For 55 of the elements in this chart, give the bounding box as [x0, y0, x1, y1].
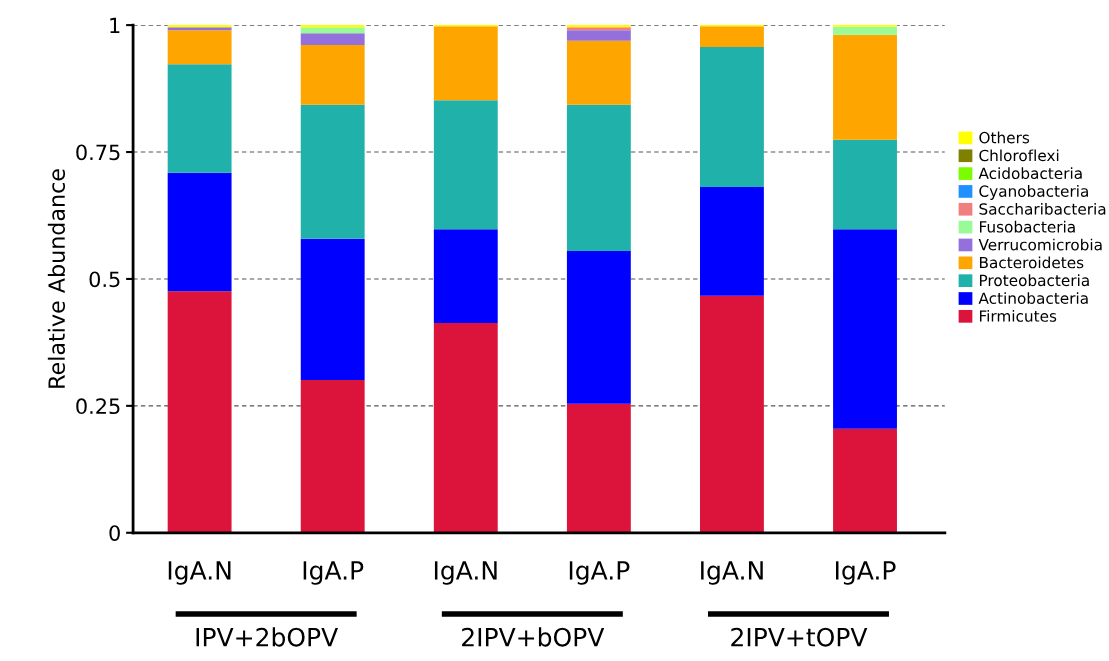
bar [300, 104, 365, 239]
x-tick-label: IgA.N [168, 561, 231, 585]
legend-label: Chloroflexi [979, 149, 1059, 162]
bar [433, 100, 498, 230]
bar [167, 172, 232, 292]
bar [833, 229, 897, 429]
bar [566, 30, 631, 41]
bar [300, 27, 365, 34]
bar [700, 46, 764, 188]
legend-label: Acidobacteria [978, 167, 1082, 180]
bar [566, 40, 631, 105]
text: 2IPV+bOPV [462, 627, 605, 647]
bar [300, 25, 365, 28]
text: 2IPV+tOPV [731, 627, 868, 647]
text: IPV+2bOPV [196, 627, 339, 647]
bar [300, 33, 365, 45]
legend-label: Cyanobacteria [979, 185, 1088, 200]
legend-label: Firmicutes [979, 310, 1057, 322]
x-tick-label: IgA.P [836, 561, 896, 585]
bar [700, 26, 764, 47]
bar [566, 403, 631, 533]
legend-label: Actinobacteria [978, 292, 1088, 304]
legend-label: Others [979, 131, 1030, 144]
y-tick-label: 0.75 [76, 144, 120, 161]
bar [300, 238, 365, 380]
bar [833, 34, 897, 140]
bar [433, 26, 498, 101]
bar [833, 139, 897, 230]
y-tick-label: 0 [109, 525, 120, 541]
bar [167, 291, 232, 533]
bar [167, 64, 232, 173]
y-tick-label: 1 [110, 17, 120, 34]
x-tick-label: IgA.N [434, 561, 497, 585]
bar [833, 428, 897, 533]
legend-label: Bacteroidetes [979, 256, 1084, 269]
y-axis-title: Relative Abundance [47, 169, 66, 388]
bar [167, 30, 232, 65]
bar [566, 104, 631, 252]
bar [300, 44, 365, 105]
bar [433, 229, 498, 324]
y-tick-label: 0.25 [76, 398, 120, 415]
legend-label: Fusobacteria [979, 220, 1075, 233]
bar [700, 295, 764, 533]
bar [700, 187, 764, 296]
bar [300, 379, 365, 533]
x-tick-label: IgA.P [303, 561, 364, 585]
legend-label: Saccharibacteria [979, 202, 1106, 215]
y-tick-label: 0.5 [89, 271, 120, 288]
x-tick-label: IgA.N [701, 561, 763, 585]
bar [433, 323, 498, 533]
legend-label: Verrucomicrobia [978, 238, 1102, 251]
x-tick-label: IgA.P [569, 561, 630, 585]
bar [566, 251, 631, 404]
legend-label: Proteobacteria [979, 274, 1089, 287]
bar [833, 26, 897, 35]
